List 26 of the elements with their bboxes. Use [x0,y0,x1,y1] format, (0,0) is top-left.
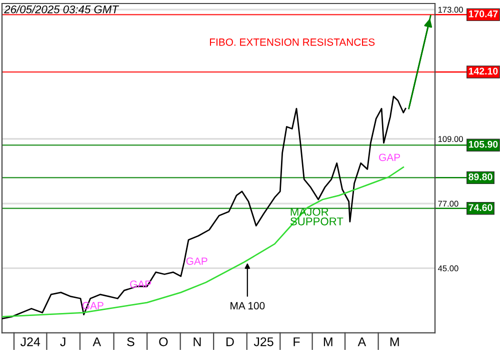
ref-line-label: 142.10 [468,68,498,75]
annotation: 26/05/2025 03:45 GMT [4,5,120,14]
x-tick-label: A [92,337,102,346]
x-tick-label: M [324,337,332,346]
ref-line-label: 89.80 [468,173,492,180]
x-tick-label: J24 [20,337,40,346]
y-tick-label: 109.00 [438,136,463,142]
x-tick-label: M [390,337,399,346]
annotation: GAP [379,154,400,162]
annotation: MA 100 [230,302,265,310]
y-tick-label: 45.00 [438,265,458,272]
annotation: FIBO. EXTENSION RESISTANCES [210,38,375,46]
ref-line-label: 74.60 [468,204,492,211]
y-tick-label: 173.00 [438,6,463,13]
x-tick-label: A [358,337,366,346]
x-tick-label: J [60,337,66,346]
ref-line-label: 170.47 [468,10,498,18]
x-tick-label: N [194,337,201,346]
x-tick-label: J25 [254,337,274,346]
y-tick-label: 77.00 [438,200,458,207]
ref-line-label: 105.90 [468,140,498,148]
x-tick-label: O [159,337,168,346]
x-tick-label: D [226,337,234,346]
x-tick-label: S [127,337,134,346]
x-tick-label: F [294,337,300,346]
annotation: GAP [186,257,208,265]
